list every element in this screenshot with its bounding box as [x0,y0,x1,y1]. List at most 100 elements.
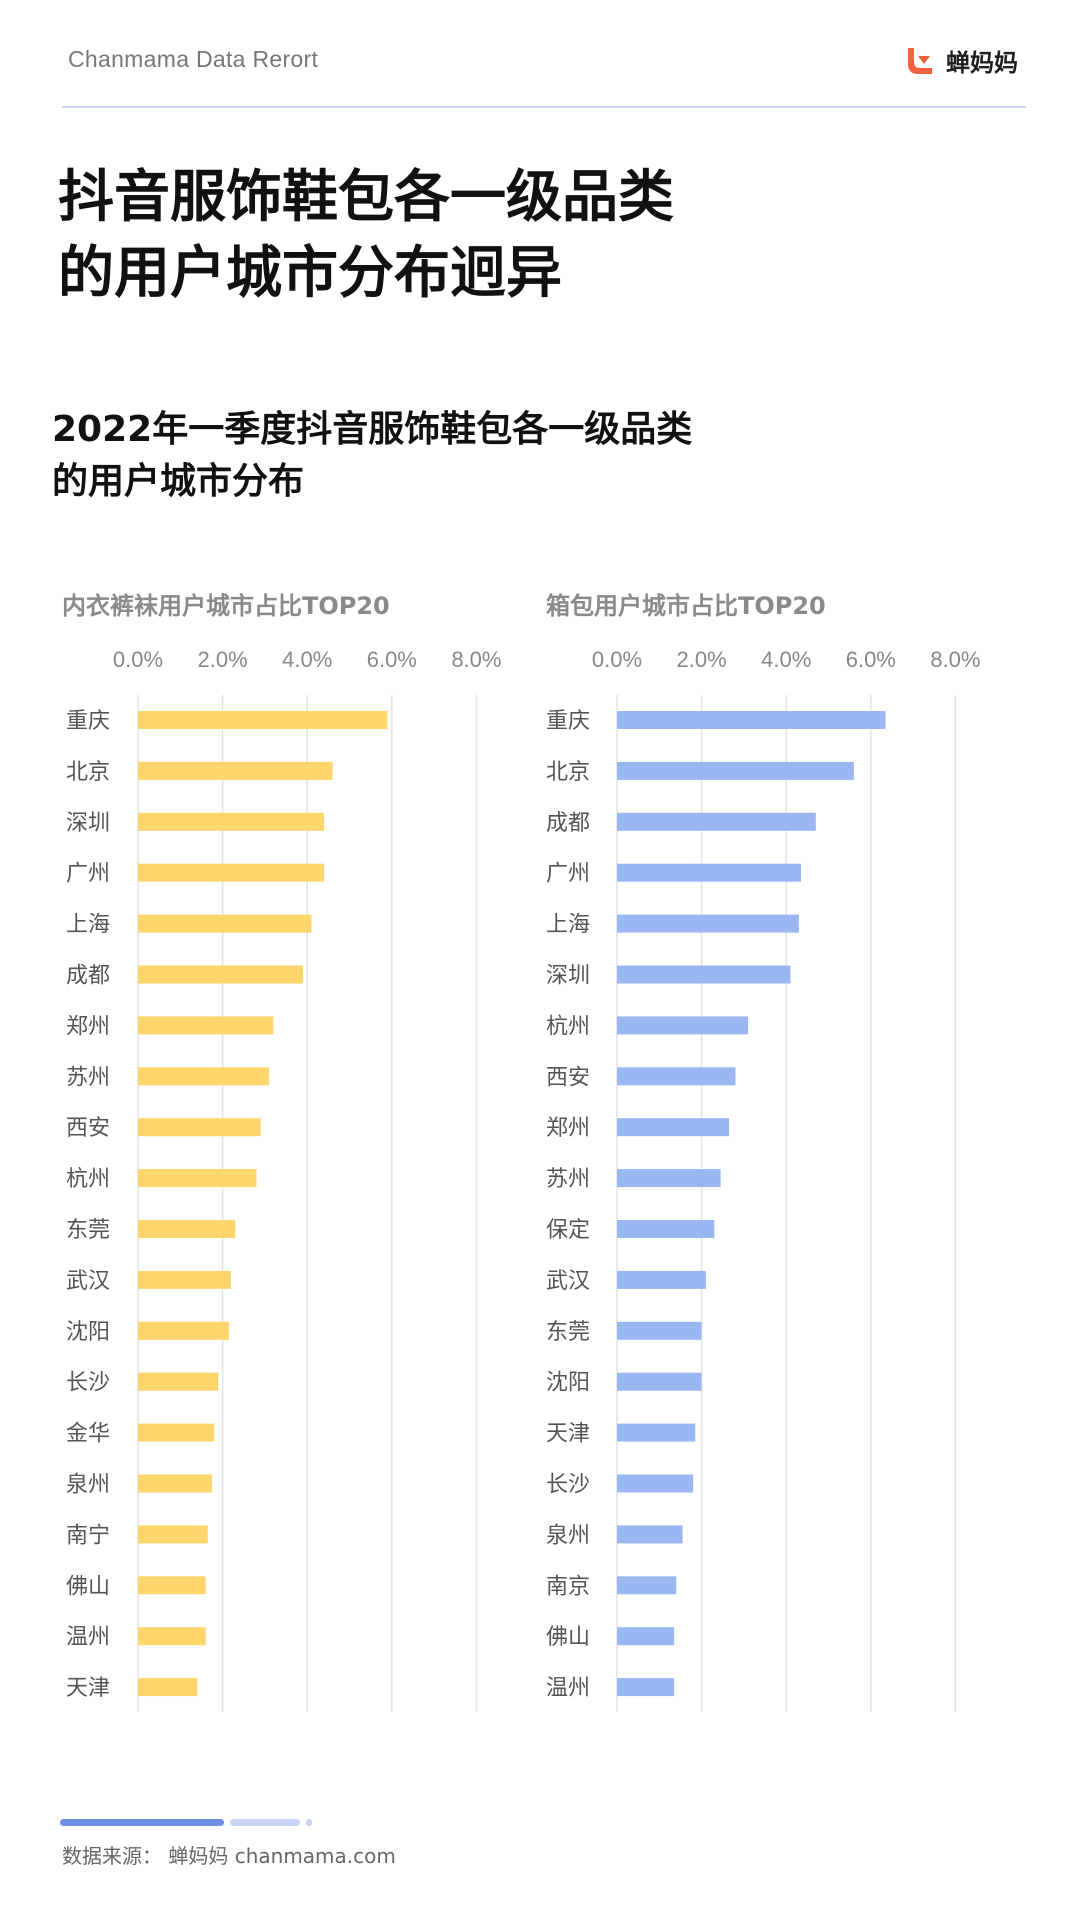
underwear-category-label: 郑州 [66,1014,110,1039]
bags-bar [617,863,802,882]
underwear-category-label: 金华 [66,1422,110,1447]
underwear-category-label: 南宁 [66,1523,110,1548]
data-source: 数据来源： 蝉妈妈 chanmama.com [62,1844,396,1868]
underwear-category-label: 北京 [66,760,110,785]
report-title: Chanmama Data Rerort [68,46,319,72]
chanmama-logo-icon [908,48,932,74]
underwear-bar [138,1525,208,1544]
bags-bar [617,1220,715,1238]
underwear-bar [138,1678,198,1697]
bags-tick-label: 4.0% [761,647,811,672]
bags-bar [617,1321,702,1340]
chart-title: 2022年一季度抖音服饰鞋包各一级品类 的用户城市分布 [52,404,1012,508]
underwear-category-label: 沈阳 [66,1320,110,1345]
bags-tick-label: 0.0% [592,647,642,672]
bags-category-label: 郑州 [546,1116,590,1141]
bags-bar [617,761,854,780]
underwear-bar [138,1067,270,1086]
underwear-category-label: 天津 [66,1676,110,1701]
underwear-tick-label: 4.0% [282,647,332,672]
underwear-bar [138,711,388,729]
chart-title-line1: 2022年一季度抖音服饰鞋包各一级品类 [52,409,693,450]
bags-bar [617,1169,721,1188]
bags-category-label: 深圳 [546,964,590,989]
underwear-category-label: 温州 [66,1625,110,1650]
bags-bar [617,1627,675,1646]
main-title: 抖音服饰鞋包各一级品类 的用户城市分布迥异 [58,160,1018,312]
underwear-category-label: 西安 [66,1116,110,1141]
bags-category-label: 沈阳 [546,1371,590,1396]
bags-bar [617,812,816,831]
underwear-category-label: 成都 [66,964,110,989]
underwear-bar [138,1016,274,1035]
footer-bar-primary [60,1819,224,1826]
bags-category-label: 温州 [546,1676,590,1701]
bags-bar [617,914,799,933]
main-title-line2: 的用户城市分布迥异 [58,241,562,306]
brand: 蝉妈妈 [902,42,1018,78]
underwear-category-label: 苏州 [66,1065,110,1090]
underwear-category-label: 佛山 [66,1574,110,1599]
bags-bar [617,1016,749,1035]
underwear-bar [138,1627,206,1646]
underwear-category-label: 泉州 [66,1473,110,1498]
bags-tick-label: 2.0% [677,647,727,672]
underwear-chart-title: 内衣裤袜用户城市占比TOP20 [62,592,390,620]
underwear-bar [138,914,312,933]
underwear-category-label: 武汉 [66,1269,110,1294]
underwear-bar [138,1118,261,1137]
bags-category-label: 西安 [546,1065,590,1090]
bags-bar [617,1525,683,1544]
brand-name: 蝉妈妈 [946,48,1018,77]
underwear-bar [138,1270,232,1289]
underwear-category-label: 东莞 [66,1218,110,1243]
underwear-tick-label: 2.0% [198,647,248,672]
bags-category-label: 南京 [546,1574,590,1599]
underwear-bar [138,812,325,831]
bags-bar [617,1474,694,1493]
footer-bar-secondary [230,1819,300,1826]
bags-category-label: 泉州 [546,1523,590,1548]
bags-chart-title: 箱包用户城市占比TOP20 [546,592,826,620]
underwear-tick-label: 8.0% [451,647,501,672]
bags-category-label: 广州 [546,862,590,887]
underwear-bar [138,1423,215,1442]
bags-category-label: 天津 [546,1422,590,1447]
underwear-category-label: 上海 [66,913,110,938]
bags-tick-label: 6.0% [846,647,896,672]
bags-category-label: 杭州 [546,1014,590,1039]
underwear-bar [138,1321,229,1340]
underwear-bar [138,761,333,780]
underwear-bar [138,1576,206,1595]
bags-bar [617,1372,702,1391]
underwear-category-label: 广州 [66,862,110,887]
bags-bar [617,1118,730,1137]
main-title-line1: 抖音服饰鞋包各一级品类 [58,165,674,230]
underwear-category-label: 深圳 [66,811,110,836]
underwear-bar [138,1220,236,1238]
bags-category-label: 长沙 [546,1473,590,1498]
bags-bar [617,1067,736,1086]
bags-bar [617,1423,696,1442]
underwear-bar [138,863,325,882]
underwear-tick-label: 0.0% [113,647,163,672]
bags-category-label: 佛山 [546,1625,590,1650]
bags-category-label: 成都 [546,811,590,836]
underwear-category-label: 杭州 [66,1167,110,1192]
bags-category-label: 武汉 [546,1269,590,1294]
footer-bar-dot [306,1819,312,1826]
bags-bar [617,1270,706,1289]
underwear-tick-label: 6.0% [367,647,417,672]
underwear-bar [138,1474,213,1493]
bags-bar [617,1678,675,1697]
underwear-bar [138,1169,257,1188]
chart-title-line2: 的用户城市分布 [52,461,305,502]
report-header: Chanmama Data Rerort 蝉妈妈 [62,38,1026,108]
underwear-bar [138,965,303,984]
bags-category-label: 东莞 [546,1320,590,1345]
bags-category-label: 北京 [546,760,590,785]
bags-bar [617,711,886,729]
bags-category-label: 苏州 [546,1167,590,1192]
bags-tick-label: 8.0% [930,647,980,672]
